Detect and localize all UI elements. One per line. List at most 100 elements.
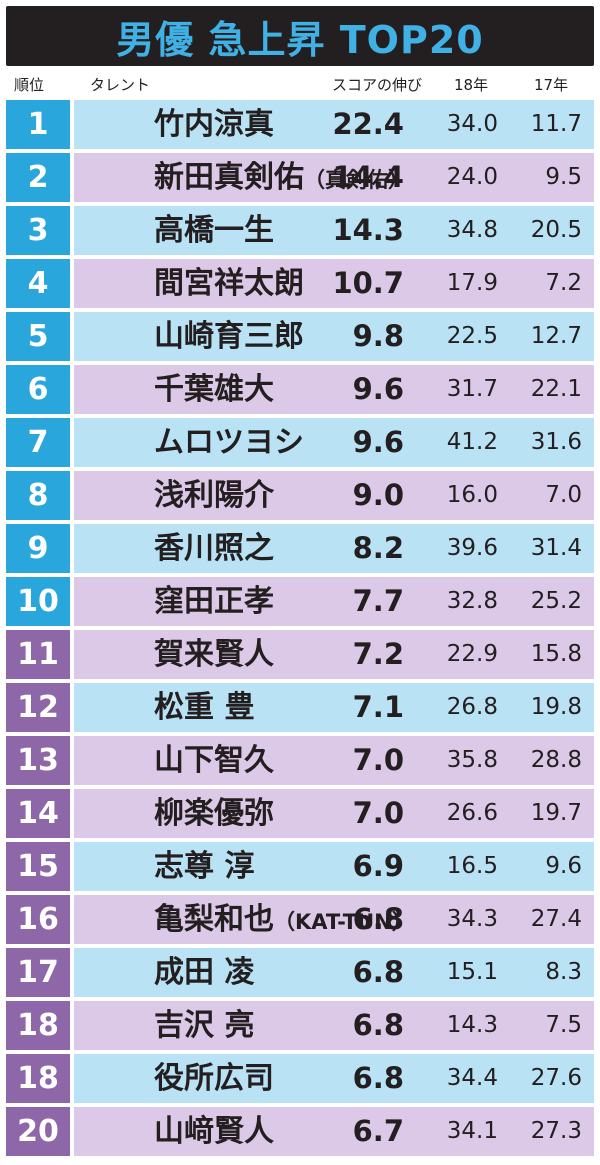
talent-name: 間宮祥太朗: [154, 266, 304, 301]
year-17-value: 15.8: [530, 641, 582, 667]
year-17-value: 7.5: [545, 1012, 582, 1038]
table-row: 6 千葉雄大 9.6 31.7 22.1: [6, 365, 594, 414]
talent-name: 吉沢 亮: [154, 1008, 255, 1043]
title-bar: 男優 急上昇 TOP20: [6, 6, 594, 66]
talent-name: 賀来賢人: [154, 637, 274, 672]
talent-name-cell: 間宮祥太朗: [154, 259, 304, 308]
talent-name-cell: 成田 凌: [154, 948, 254, 997]
score-growth-value: 6.8: [352, 1061, 404, 1095]
row-band: 山下智久 7.0 35.8 28.8: [74, 736, 594, 785]
year-18-value: 26.8: [446, 694, 498, 720]
talent-name: 亀梨和也: [154, 902, 274, 937]
table-row: 3 高橋一生 14.3 34.8 20.5: [6, 206, 594, 255]
header-year-18: 18年: [454, 76, 489, 94]
talent-name: 新田真剣佑: [154, 160, 304, 195]
year-17-value: 8.3: [545, 959, 582, 985]
year-18-value: 17.9: [446, 270, 498, 296]
table-row: 5 山崎育三郎 9.8 22.5 12.7: [6, 312, 594, 361]
talent-name-cell: 浅利陽介: [154, 471, 274, 520]
talent-name: 山下智久: [154, 743, 274, 778]
table-row: 8 浅利陽介 9.0 16.0 7.0: [6, 471, 594, 520]
talent-name: 浅利陽介: [154, 478, 274, 513]
talent-name: 千葉雄大: [154, 372, 274, 407]
talent-name-cell: 高橋一生: [154, 206, 274, 255]
rank-cell: 1: [6, 100, 70, 149]
year-17-value: 20.5: [530, 217, 582, 243]
score-growth-value: 8.2: [352, 531, 404, 565]
row-band: 新田真剣佑（真剣佑） 14.4 24.0 9.5: [74, 153, 594, 202]
year-17-value: 27.4: [530, 906, 582, 932]
talent-name-cell: 山﨑賢人: [154, 1107, 274, 1156]
header-talent: タレント: [90, 76, 151, 94]
talent-name-cell: 柳楽優弥: [154, 789, 274, 838]
row-band: 役所広司 6.8 34.4 27.6: [74, 1054, 594, 1103]
talent-name: 高橋一生: [154, 213, 274, 248]
table-row: 11 賀来賢人 7.2 22.9 15.8: [6, 630, 594, 679]
score-growth-value: 14.4: [332, 160, 404, 194]
table-row: 13 山下智久 7.0 35.8 28.8: [6, 736, 594, 785]
year-18-value: 26.6: [446, 800, 498, 826]
table-row: 2 新田真剣佑（真剣佑） 14.4 24.0 9.5: [6, 153, 594, 202]
header-year-17: 17年: [534, 76, 569, 94]
year-17-value: 31.4: [530, 535, 582, 561]
score-growth-value: 10.7: [332, 266, 404, 300]
rank-cell: 13: [6, 736, 70, 785]
talent-name: 松重 豊: [154, 690, 255, 725]
table-row: 17 成田 凌 6.8 15.1 8.3: [6, 948, 594, 997]
score-growth-value: 7.2: [352, 637, 404, 671]
rank-cell: 11: [6, 630, 70, 679]
row-band: 間宮祥太朗 10.7 17.9 7.2: [74, 259, 594, 308]
talent-name: 香川照之: [154, 531, 274, 566]
talent-name-cell: 香川照之: [154, 524, 274, 573]
row-band: 高橋一生 14.3 34.8 20.5: [74, 206, 594, 255]
talent-name: 役所広司: [154, 1061, 274, 1096]
score-growth-value: 7.0: [352, 743, 404, 777]
talent-name: 窪田正孝: [154, 584, 274, 619]
rank-cell: 10: [6, 577, 70, 626]
row-band: 香川照之 8.2 39.6 31.4: [74, 524, 594, 573]
table-row: 16 亀梨和也（KAT-TUN） 6.8 34.3 27.4: [6, 895, 594, 944]
rank-cell: 18: [6, 1054, 70, 1103]
year-17-value: 28.8: [530, 747, 582, 773]
year-17-value: 27.3: [530, 1118, 582, 1144]
year-18-value: 22.9: [446, 641, 498, 667]
row-band: 吉沢 亮 6.8 14.3 7.5: [74, 1001, 594, 1050]
talent-name: 山崎育三郎: [154, 319, 304, 354]
year-18-value: 34.4: [446, 1065, 498, 1091]
year-17-value: 19.8: [530, 694, 582, 720]
table-row: 20 山﨑賢人 6.7 34.1 27.3: [6, 1107, 594, 1156]
year-18-value: 34.3: [446, 906, 498, 932]
year-18-value: 32.8: [446, 588, 498, 614]
table-row: 10 窪田正孝 7.7 32.8 25.2: [6, 577, 594, 626]
year-18-value: 22.5: [446, 323, 498, 349]
talent-name-cell: 千葉雄大: [154, 365, 274, 414]
row-band: 柳楽優弥 7.0 26.6 19.7: [74, 789, 594, 838]
table-row: 7 ムロツヨシ 9.6 41.2 31.6: [6, 418, 594, 467]
talent-name: 志尊 淳: [154, 849, 255, 884]
table-row: 12 松重 豊 7.1 26.8 19.8: [6, 683, 594, 732]
rank-cell: 15: [6, 842, 70, 891]
talent-name-cell: 窪田正孝: [154, 577, 274, 626]
year-17-value: 7.2: [545, 270, 582, 296]
year-17-value: 7.0: [545, 482, 582, 508]
table-row: 15 志尊 淳 6.9 16.5 9.6: [6, 842, 594, 891]
score-growth-value: 9.6: [352, 425, 404, 459]
talent-affiliation: （真剣佑）: [304, 168, 409, 192]
year-17-value: 22.1: [530, 376, 582, 402]
talent-name-cell: 亀梨和也（KAT-TUN）: [154, 895, 413, 944]
score-growth-value: 7.0: [352, 796, 404, 830]
row-band: 成田 凌 6.8 15.1 8.3: [74, 948, 594, 997]
table-row: 4 間宮祥太朗 10.7 17.9 7.2: [6, 259, 594, 308]
row-band: 千葉雄大 9.6 31.7 22.1: [74, 365, 594, 414]
score-growth-value: 9.8: [352, 319, 404, 353]
row-band: 志尊 淳 6.9 16.5 9.6: [74, 842, 594, 891]
rank-cell: 20: [6, 1107, 70, 1156]
year-17-value: 27.6: [530, 1065, 582, 1091]
talent-name-cell: 竹内涼真: [154, 100, 274, 149]
talent-name-cell: 新田真剣佑（真剣佑）: [154, 153, 409, 202]
rank-cell: 16: [6, 895, 70, 944]
row-band: 浅利陽介 9.0 16.0 7.0: [74, 471, 594, 520]
row-band: 山崎育三郎 9.8 22.5 12.7: [74, 312, 594, 361]
row-band: 亀梨和也（KAT-TUN） 6.8 34.3 27.4: [74, 895, 594, 944]
score-growth-value: 6.7: [352, 1114, 404, 1148]
